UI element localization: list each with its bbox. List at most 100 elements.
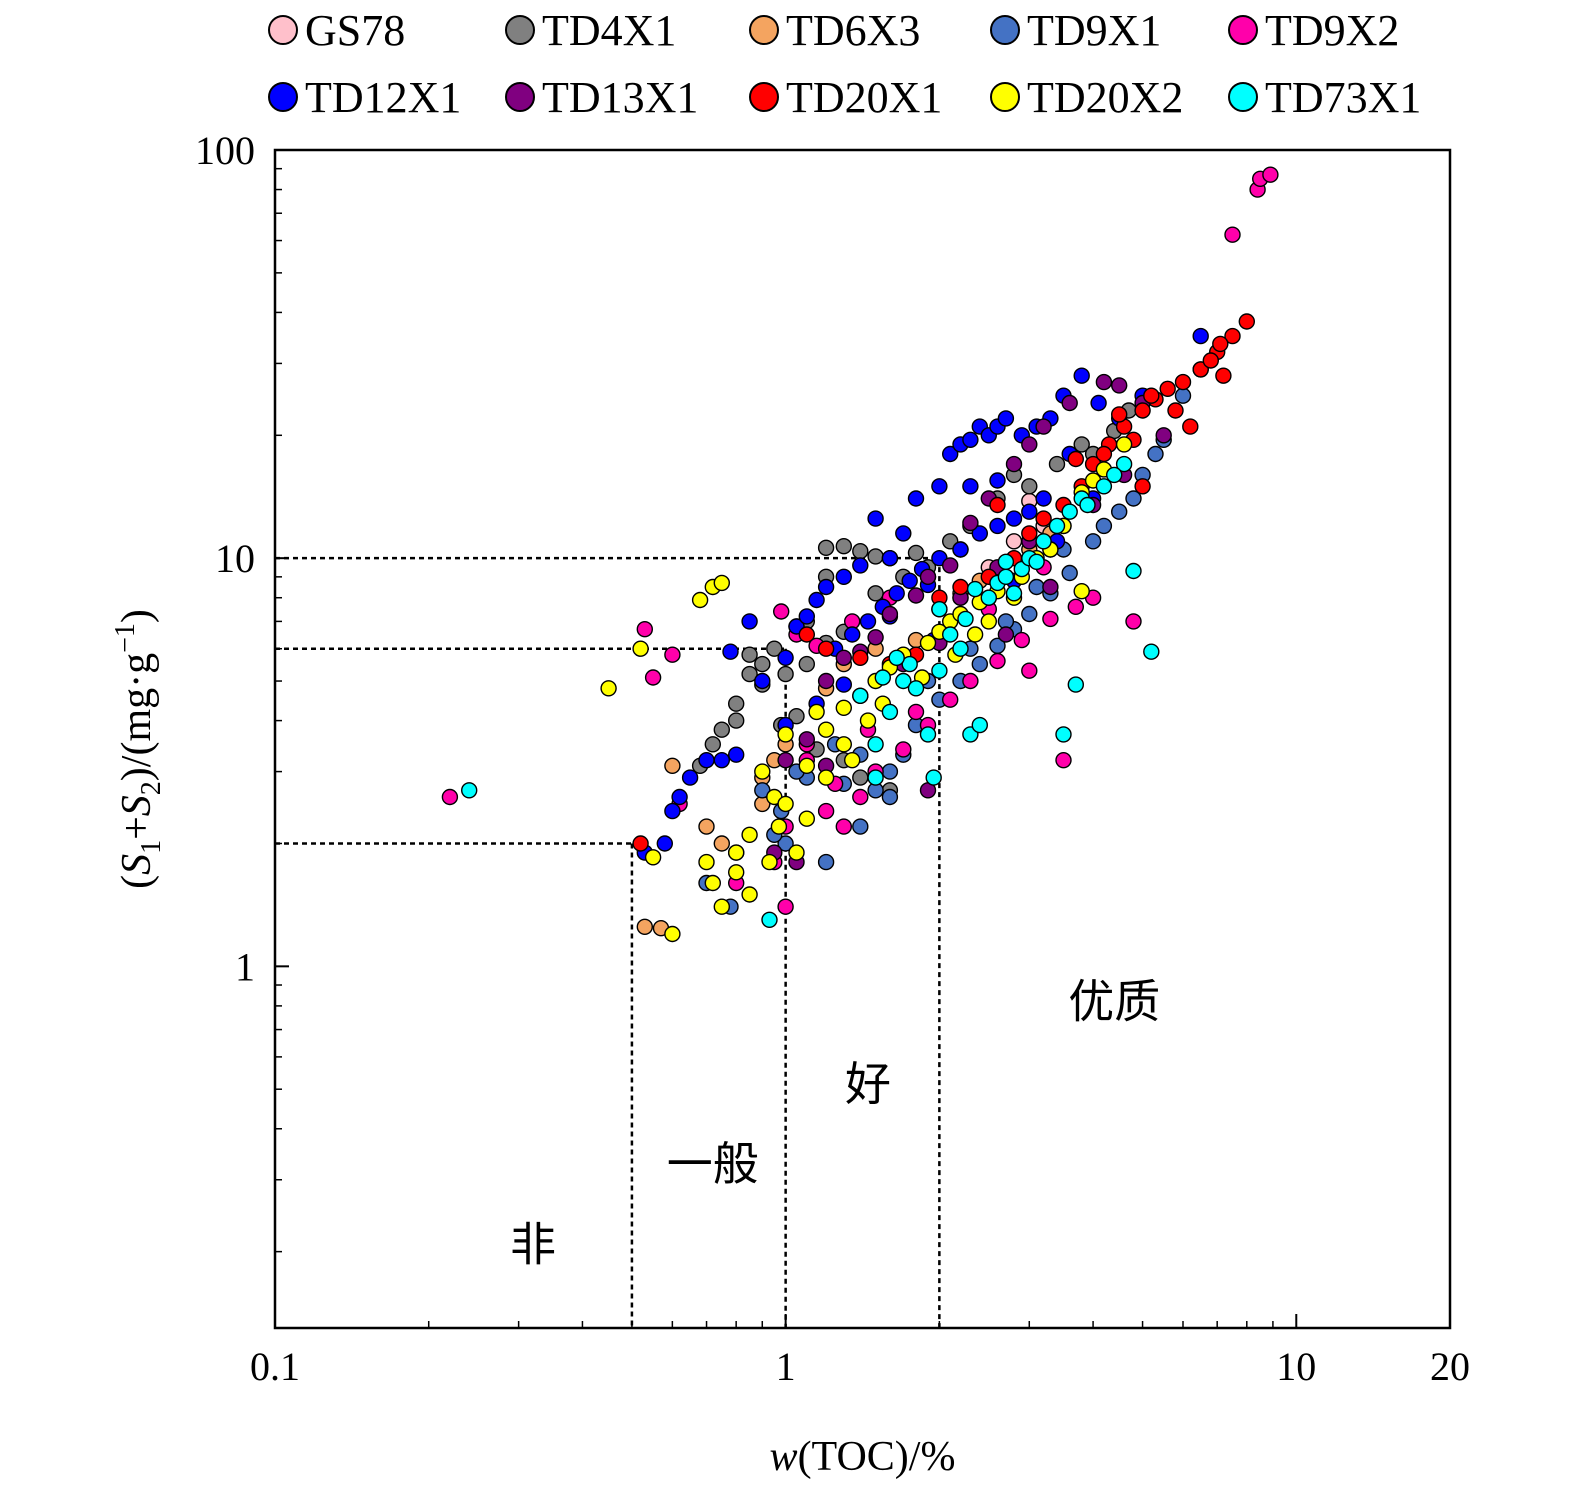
point-td4x1-0	[817, 539, 835, 556]
point-td12x1-34	[1073, 367, 1090, 384]
point-td13x1-11	[962, 514, 979, 532]
point-td13x1-10	[942, 557, 959, 574]
point-td9x2-18	[962, 672, 979, 690]
point-td20x1-32	[1202, 352, 1220, 369]
point-td12x1-51	[1021, 503, 1038, 520]
point-td6x3-3	[698, 818, 715, 835]
y-label-mid: )/(mg·g	[114, 653, 160, 781]
point-td20x2-8	[704, 874, 721, 892]
point-td73x1-21	[1095, 478, 1113, 495]
point-td73x1-30	[901, 655, 918, 673]
y-label-sub2: 2	[136, 781, 167, 795]
point-td20x1-28	[1095, 445, 1113, 463]
point-td4x1-12	[741, 665, 758, 683]
legend-marker-td20x1	[749, 82, 779, 112]
point-td73x1-5	[907, 680, 925, 697]
point-td20x2-2	[644, 849, 662, 866]
point-td12x1-53	[835, 676, 852, 693]
point-td20x2-3	[664, 925, 681, 943]
point-td73x1-6	[919, 726, 937, 743]
point-td20x1-19	[1159, 380, 1176, 397]
point-td12x1-40	[844, 626, 861, 643]
legend-marker-td13x1	[505, 82, 535, 112]
point-td9x1-22	[1110, 503, 1128, 520]
point-td20x2-13	[741, 886, 758, 903]
point-td9x1-0	[852, 818, 869, 835]
point-td73x1-28	[852, 687, 869, 704]
region-label-1: 一般	[667, 1137, 759, 1191]
legend-label-td6x3: TD6X3	[786, 6, 920, 55]
point-td20x1-35	[1110, 406, 1128, 423]
y-axis-label: (S1+S2)/(mg·g−1)	[110, 609, 167, 889]
point-td4x1-9	[766, 640, 783, 657]
legend-marker-td12x1	[268, 82, 298, 112]
y-label-plus: +	[114, 816, 160, 840]
point-td20x1-27	[1134, 478, 1151, 495]
point-td73x1-22	[1115, 455, 1133, 473]
point-td13x1-8	[907, 587, 925, 604]
point-td12x1-0	[664, 802, 681, 820]
point-td12x1-13	[798, 608, 815, 625]
legend-marker-td4x1	[505, 15, 535, 45]
point-td20x2-17	[788, 844, 805, 861]
point-td4x1-13	[728, 695, 745, 712]
y-label-open: (	[114, 875, 160, 889]
point-td4x1-37	[788, 708, 805, 725]
y-tick-label-2: 100	[195, 128, 255, 173]
point-td6x3-4	[713, 835, 730, 852]
point-td73x1-37	[966, 580, 984, 598]
point-td12x1-29	[997, 410, 1015, 427]
point-td13x1-2	[777, 752, 794, 769]
point-td20x2-6	[713, 574, 730, 592]
point-td4x1-14	[728, 712, 745, 729]
point-td73x1-8	[942, 626, 959, 643]
point-td20x2-12	[728, 864, 745, 881]
point-td12x1-48	[971, 525, 988, 542]
point-td9x2-26	[1021, 662, 1038, 679]
y-tick-label-0: 1	[235, 944, 255, 989]
plot-frame	[273, 148, 1452, 1330]
point-td73x1-7	[931, 662, 948, 679]
point-td9x2-21	[1042, 610, 1059, 628]
point-td13x1-29	[1042, 578, 1059, 596]
point-td73x1-33	[1028, 553, 1045, 570]
point-td20x1-0	[632, 835, 649, 852]
point-td12x1-18	[867, 510, 884, 527]
point-td73x1-36	[931, 601, 948, 618]
point-td9x2-0	[441, 788, 459, 806]
point-td9x2-42	[907, 703, 925, 721]
point-td12x1-21	[907, 490, 925, 507]
legend-label-td20x2: TD20X2	[1027, 73, 1183, 122]
point-td12x1-11	[777, 649, 794, 666]
point-td9x1-35	[1125, 490, 1142, 507]
legend-label-td9x1: TD9X1	[1027, 6, 1161, 55]
point-td20x1-34	[1143, 387, 1160, 404]
point-td9x1-2	[777, 835, 794, 852]
point-td20x1-37	[989, 496, 1006, 514]
point-td73x1-11	[971, 716, 988, 734]
point-td13x1-18	[1110, 377, 1128, 394]
point-td73x1-1	[761, 911, 778, 928]
point-td20x2-48	[761, 853, 778, 871]
point-td12x1-41	[859, 613, 877, 630]
point-td4x1-32	[1073, 436, 1090, 453]
x-axis-label-italic: w	[770, 1434, 798, 1480]
y-label-s1: S	[114, 854, 160, 875]
point-td9x2-17	[942, 691, 959, 708]
point-td20x1-31	[1167, 402, 1184, 419]
point-td12x1-10	[754, 672, 771, 690]
point-td12x1-43	[888, 585, 905, 602]
x-axis-label: w(TOC)/%	[770, 1434, 956, 1480]
point-td73x1-32	[1005, 585, 1023, 602]
point-td4x1-11	[741, 646, 758, 663]
legend-label-td12x1: TD12X1	[305, 73, 461, 122]
legend-marker-td9x2	[1228, 15, 1258, 45]
point-td20x2-40	[817, 769, 835, 786]
point-td20x1-10	[1021, 525, 1038, 542]
point-td20x1-25	[1215, 367, 1232, 384]
point-td20x2-19	[817, 721, 835, 738]
point-td20x1-29	[1067, 450, 1085, 468]
point-td12x1-1	[671, 788, 688, 806]
point-td12x1-7	[728, 746, 745, 763]
